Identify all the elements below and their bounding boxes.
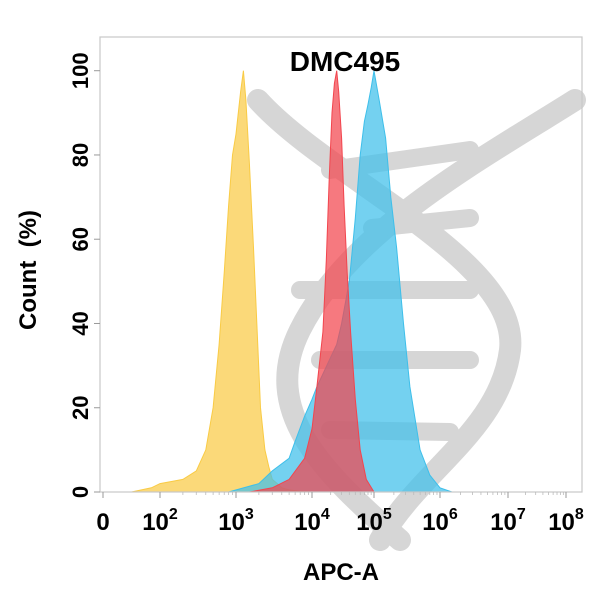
series-area-1 (228, 70, 453, 493)
x-tick-label: 104 (294, 506, 330, 536)
y-axis: 0 20 40 60 80 100 (68, 52, 100, 498)
x-axis-label: APC-A (303, 559, 379, 586)
plot-frame (99, 36, 583, 493)
x-tick-label: 102 (142, 506, 178, 536)
y-tick-label: 80 (68, 143, 93, 167)
x-tick-label: 107 (490, 506, 526, 536)
y-tick-label: 40 (68, 311, 93, 335)
y-tick-label: 100 (68, 52, 93, 89)
x-tick-label: 103 (218, 506, 254, 536)
x-tick-label: 106 (422, 506, 458, 536)
y-tick-label: 0 (68, 486, 93, 498)
y-tick-label: 60 (68, 227, 93, 251)
y-tick-label: 20 (68, 395, 93, 419)
x-axis: 0 102 103 104 105 106 107 108 (96, 492, 584, 536)
y-axis-label: Count (%) (15, 210, 42, 330)
chart-title: DMC495 (290, 46, 400, 77)
x-tick-label: 0 (96, 509, 109, 536)
series-area-2 (249, 70, 375, 493)
series-layer (131, 70, 453, 493)
x-tick-label: 108 (548, 506, 584, 536)
x-tick-label: 105 (356, 506, 392, 536)
